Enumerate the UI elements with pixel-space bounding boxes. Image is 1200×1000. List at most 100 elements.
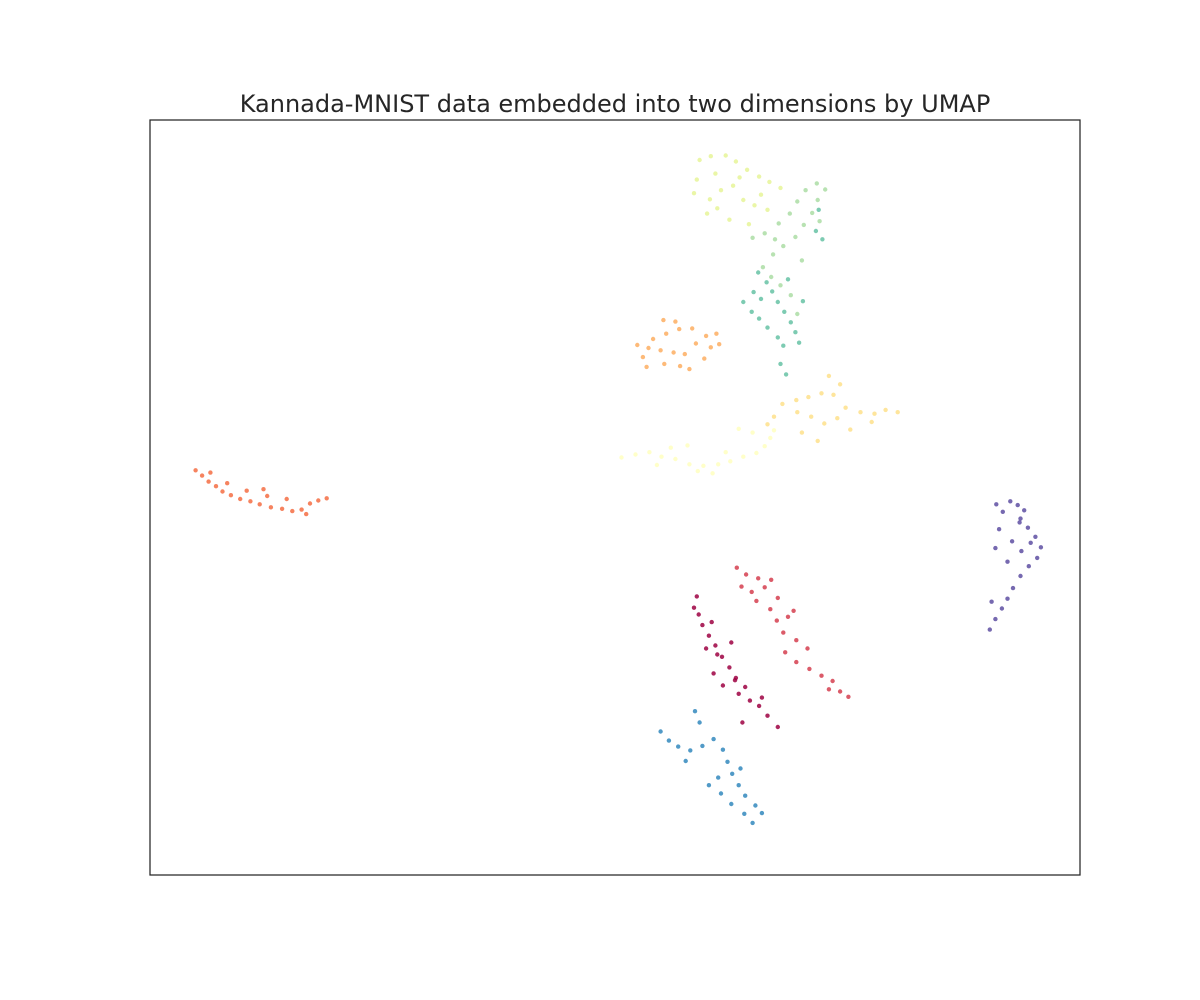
scatter-point	[708, 345, 713, 350]
scatter-point	[701, 463, 706, 468]
scatter-point	[770, 289, 775, 294]
scatter-point	[756, 270, 761, 275]
scatter-point	[693, 341, 699, 346]
scatter-point	[762, 444, 767, 449]
scatter-point	[783, 650, 788, 655]
series-9	[658, 709, 765, 826]
series-0	[691, 594, 780, 730]
scatter-point	[299, 507, 304, 512]
scatter-point	[640, 354, 646, 360]
scatter-point	[661, 317, 666, 323]
series-7	[750, 181, 828, 317]
scatter-point	[706, 783, 712, 788]
scatter-point	[703, 646, 709, 651]
scatter-point	[688, 748, 693, 753]
scatter-point	[783, 372, 789, 377]
scatter-point	[1018, 573, 1023, 579]
scatter-point	[778, 185, 783, 191]
scatter-point	[683, 758, 688, 764]
scatter-points	[193, 153, 1044, 826]
scatter-point	[220, 489, 225, 494]
scatter-point	[837, 382, 843, 387]
scatter-point	[728, 459, 733, 464]
scatter-point	[715, 206, 720, 211]
scatter-point	[708, 154, 713, 159]
scatter-point	[987, 627, 992, 632]
scatter-point	[771, 414, 777, 419]
scatter-point	[806, 394, 811, 400]
scatter-point	[1026, 564, 1032, 569]
scatter-point	[993, 545, 998, 551]
scatter-point	[1017, 520, 1022, 525]
scatter-point	[697, 157, 702, 163]
series-1	[734, 565, 851, 699]
scatter-point	[700, 622, 705, 628]
series-10	[987, 499, 1044, 632]
scatter-point	[775, 299, 780, 305]
scatter-point	[782, 309, 787, 314]
scatter-point	[1015, 502, 1020, 508]
scatter-point	[711, 671, 716, 676]
scatter-point	[664, 331, 669, 336]
scatter-point	[743, 684, 748, 690]
scatter-point	[776, 221, 781, 226]
scatter-point	[1033, 534, 1038, 539]
scatter-point	[747, 698, 753, 703]
scatter-point	[807, 666, 812, 672]
scatter-point	[749, 589, 754, 595]
scatter-point	[268, 505, 274, 510]
scatter-point	[244, 488, 249, 493]
scatter-point	[742, 811, 747, 816]
series-3	[635, 317, 722, 372]
scatter-point	[691, 605, 697, 610]
scatter-point	[691, 191, 697, 196]
scatter-point	[817, 219, 822, 224]
scatter-point	[694, 594, 699, 599]
scatter-point	[996, 527, 1002, 532]
scatter-point	[713, 171, 718, 176]
scatter-point	[835, 416, 840, 421]
scatter-point	[754, 598, 759, 604]
scatter-point	[765, 422, 770, 427]
scatter-point	[668, 445, 673, 450]
scatter-point	[781, 630, 786, 635]
scatter-point	[1009, 539, 1015, 544]
scatter-point	[687, 366, 692, 372]
scatter-point	[730, 771, 735, 776]
scatter-point	[646, 345, 651, 351]
scatter-point	[711, 736, 716, 742]
scatter-point	[758, 296, 764, 302]
scatter-point	[685, 443, 690, 448]
scatter-point	[895, 410, 900, 415]
scatter-point	[756, 576, 761, 581]
scatter-point	[261, 487, 266, 492]
scatter-point	[794, 397, 799, 403]
scatter-point	[826, 687, 832, 692]
scatter-point	[775, 595, 780, 601]
scatter-point	[676, 744, 681, 749]
scatter-point	[720, 683, 726, 688]
scatter-point	[883, 407, 888, 413]
scatter-point	[800, 299, 806, 304]
scatter-point	[799, 258, 805, 263]
scatter-point	[795, 199, 800, 204]
scatter-point	[1018, 516, 1023, 521]
scatter-point	[1028, 540, 1033, 545]
scatter-point	[785, 277, 791, 282]
scatter-point	[768, 607, 773, 612]
scatter-point	[248, 499, 253, 504]
scatter-point	[213, 484, 219, 489]
scatter-point	[738, 766, 743, 771]
scatter-point	[730, 183, 736, 188]
scatter-point	[718, 188, 724, 193]
scatter-point	[743, 572, 749, 577]
scatter-point	[769, 274, 774, 280]
scatter-point	[717, 342, 722, 347]
series-8	[741, 207, 825, 377]
scatter-point	[619, 455, 624, 460]
scatter-point	[736, 691, 741, 696]
scatter-point	[727, 665, 732, 670]
scatter-point	[843, 405, 848, 410]
scatter-point	[815, 197, 820, 203]
scatter-point	[644, 364, 649, 370]
